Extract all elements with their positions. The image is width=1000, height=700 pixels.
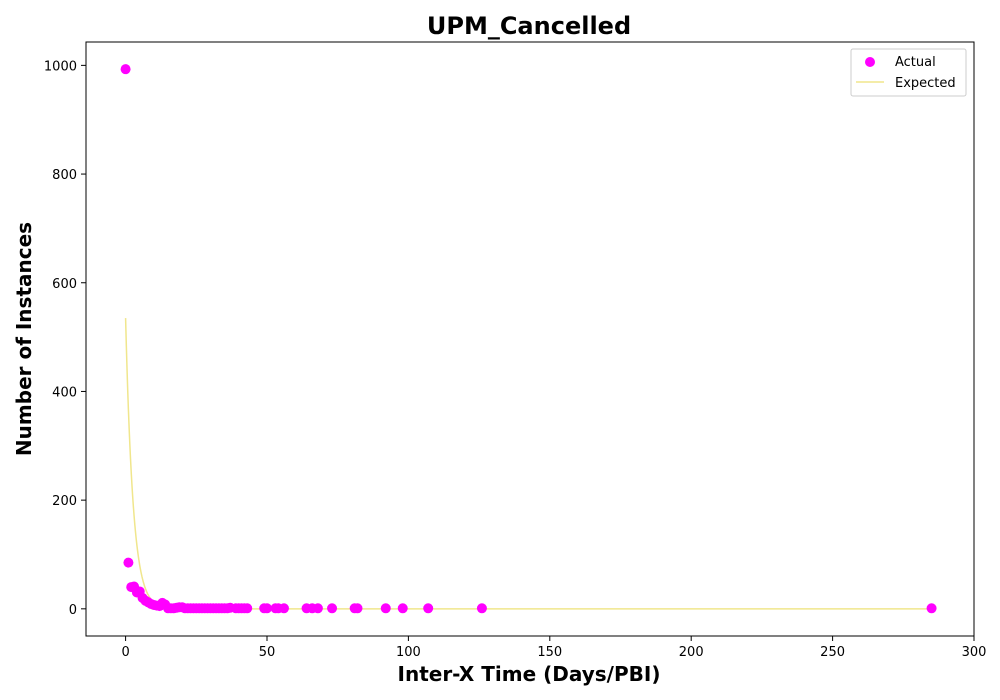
actual-point [327,603,338,614]
actual-point [397,603,408,614]
actual-point [423,603,434,614]
actual-series [120,64,937,614]
expected-line [124,318,932,610]
chart-title: UPM_Cancelled [427,12,631,40]
y-tick-label: 0 [69,603,77,618]
actual-point [312,603,323,614]
x-tick-label: 100 [396,645,421,660]
actual-point [261,603,272,614]
y-tick-label: 1000 [44,59,77,74]
legend-box [850,48,967,97]
x-tick-label: 200 [679,645,704,660]
legend: Actual Expected [850,48,967,97]
x-tick-label: 50 [259,645,276,660]
plot-area [120,64,937,614]
actual-point [476,603,487,614]
y-axis: 0 200 400 600 800 1000 [44,59,86,618]
y-tick-label: 200 [52,494,77,509]
legend-actual-marker [865,57,875,67]
y-axis-title: Number of Instances [12,222,36,456]
x-axis: 0 50 100 150 200 250 300 [121,636,986,660]
actual-point [242,603,253,614]
legend-actual-label: Actual [895,55,936,70]
x-tick-label: 250 [820,645,845,660]
actual-point [926,603,937,614]
x-tick-label: 150 [537,645,562,660]
legend-expected-label: Expected [895,76,956,91]
y-tick-label: 400 [52,385,77,400]
actual-point [120,64,131,75]
x-tick-label: 0 [121,645,129,660]
plot-frame [85,41,975,637]
y-tick-label: 600 [52,277,77,292]
actual-point [380,603,391,614]
actual-point [278,603,289,614]
expected-series [124,318,932,610]
x-tick-label: 300 [962,645,987,660]
y-tick-label: 800 [52,168,77,183]
actual-point [352,603,363,614]
x-axis-title: Inter-X Time (Days/PBI) [398,662,661,686]
actual-point [123,557,134,568]
